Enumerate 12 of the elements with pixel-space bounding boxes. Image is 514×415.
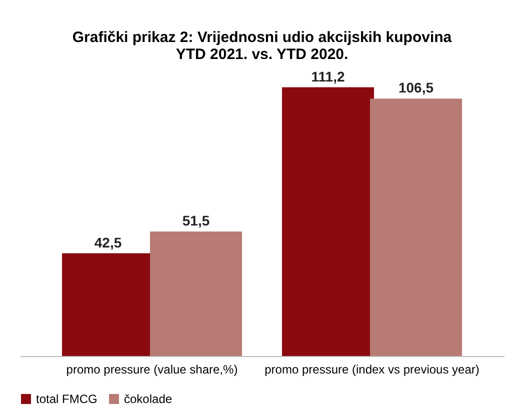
- bar: [150, 232, 242, 356]
- data-label: 42,5: [94, 234, 122, 250]
- data-label: 111,2: [311, 68, 345, 84]
- data-label: 51,5: [182, 212, 210, 229]
- data-label: 106,5: [398, 80, 434, 96]
- x-tick-label: promo pressure (index vs previous year): [264, 362, 480, 376]
- legend-label: total FMCG: [36, 392, 98, 406]
- legend-label: čokolade: [124, 392, 172, 406]
- bar: [370, 98, 462, 356]
- x-tick-label: promo pressure (value share,%): [66, 362, 238, 376]
- chart-title: Grafički prikaz 2: Vrijednosni udio akcijskih kupovina YTD 2021. vs. YTD 2020.: [72, 29, 452, 63]
- bar: [282, 87, 374, 356]
